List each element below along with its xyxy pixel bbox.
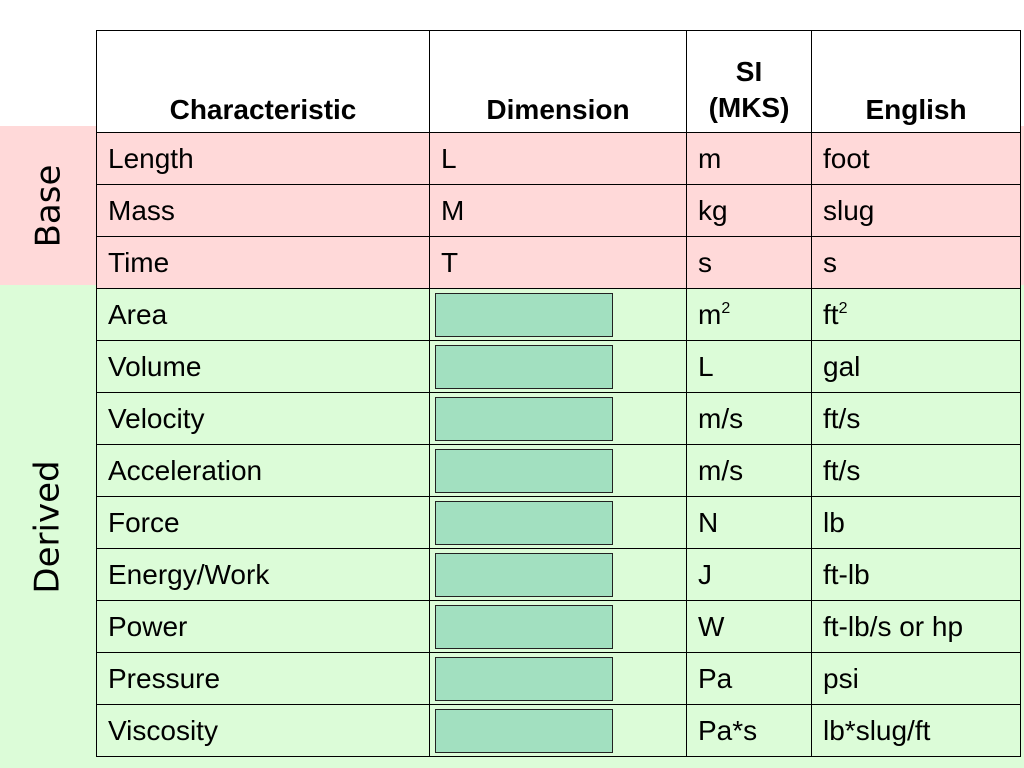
units-table: Characteristic Dimension SI (MKS) Englis… <box>96 30 1021 757</box>
derived-group-label: Derived <box>0 285 96 768</box>
hidden-answer-box[interactable] <box>435 500 613 545</box>
si-unit: m <box>698 298 722 330</box>
cell-dimension <box>429 340 687 393</box>
cell-english: s <box>811 236 1021 289</box>
hidden-answer-box[interactable] <box>435 552 613 597</box>
cell-characteristic: Viscosity <box>96 704 430 757</box>
cell-english: lb*slug/ft <box>811 704 1021 757</box>
english-exponent: 2 <box>838 299 848 317</box>
table-row: Volume L gal <box>96 340 1021 393</box>
cell-dimension <box>429 496 687 549</box>
cell-si: m/s <box>686 444 812 497</box>
header-si: SI (MKS) <box>686 30 812 133</box>
hidden-answer-box[interactable] <box>435 656 613 701</box>
table-row: Pressure Pa psi <box>96 652 1021 705</box>
cell-si: m <box>686 132 812 185</box>
cell-dimension <box>429 704 687 757</box>
table-row: Length L m foot <box>96 132 1021 185</box>
table-row: Mass M kg slug <box>96 184 1021 237</box>
cell-dimension <box>429 548 687 601</box>
hidden-answer-box[interactable] <box>435 604 613 649</box>
cell-si: Pa <box>686 652 812 705</box>
table-row: Power W ft-lb/s or hp <box>96 600 1021 653</box>
cell-si: kg <box>686 184 812 237</box>
derived-group-text: Derived <box>28 459 68 594</box>
base-group-label: Base <box>0 126 96 285</box>
cell-dimension <box>429 288 687 341</box>
header-english: English <box>811 30 1021 133</box>
cell-dimension: T <box>429 236 687 289</box>
cell-english: ft-lb <box>811 548 1021 601</box>
cell-si: m/s <box>686 392 812 445</box>
hidden-answer-box[interactable] <box>435 396 613 441</box>
cell-english: psi <box>811 652 1021 705</box>
cell-english: gal <box>811 340 1021 393</box>
hidden-answer-box[interactable] <box>435 448 613 493</box>
hidden-answer-box[interactable] <box>435 708 613 753</box>
cell-english: ft-lb/s or hp <box>811 600 1021 653</box>
hidden-answer-box[interactable] <box>435 292 613 337</box>
cell-si: W <box>686 600 812 653</box>
si-exponent: 2 <box>721 299 731 317</box>
cell-si: m2 <box>686 288 812 341</box>
cell-si: N <box>686 496 812 549</box>
cell-characteristic: Mass <box>96 184 430 237</box>
table-row: Force N lb <box>96 496 1021 549</box>
cell-english: foot <box>811 132 1021 185</box>
cell-characteristic: Energy/Work <box>96 548 430 601</box>
cell-dimension <box>429 444 687 497</box>
table-row: Velocity m/s ft/s <box>96 392 1021 445</box>
cell-characteristic: Pressure <box>96 652 430 705</box>
table-row: Acceleration m/s ft/s <box>96 444 1021 497</box>
table-row: Area m2 ft2 <box>96 288 1021 341</box>
cell-si: Pa*s <box>686 704 812 757</box>
cell-dimension <box>429 392 687 445</box>
cell-characteristic: Velocity <box>96 392 430 445</box>
cell-characteristic: Time <box>96 236 430 289</box>
english-unit: ft <box>823 298 839 330</box>
header-si-line1: SI <box>735 56 763 87</box>
cell-characteristic: Volume <box>96 340 430 393</box>
table-row: Viscosity Pa*s lb*slug/ft <box>96 704 1021 757</box>
cell-english: ft/s <box>811 444 1021 497</box>
cell-dimension: M <box>429 184 687 237</box>
header-row: Characteristic Dimension SI (MKS) Englis… <box>96 30 1021 133</box>
hidden-answer-box[interactable] <box>435 344 613 389</box>
cell-si: s <box>686 236 812 289</box>
cell-si: L <box>686 340 812 393</box>
cell-characteristic: Acceleration <box>96 444 430 497</box>
cell-si: J <box>686 548 812 601</box>
cell-characteristic: Power <box>96 600 430 653</box>
cell-characteristic: Area <box>96 288 430 341</box>
cell-english: ft/s <box>811 392 1021 445</box>
base-group-text: Base <box>27 164 68 247</box>
table-row: Energy/Work J ft-lb <box>96 548 1021 601</box>
cell-characteristic: Length <box>96 132 430 185</box>
cell-dimension: L <box>429 132 687 185</box>
header-dimension: Dimension <box>429 30 687 133</box>
cell-dimension <box>429 600 687 653</box>
table-row: Time T s s <box>96 236 1021 289</box>
header-characteristic: Characteristic <box>96 30 430 133</box>
cell-english: lb <box>811 496 1021 549</box>
cell-english: slug <box>811 184 1021 237</box>
cell-english: ft2 <box>811 288 1021 341</box>
header-si-line2: (MKS) <box>708 92 790 123</box>
cell-characteristic: Force <box>96 496 430 549</box>
cell-dimension <box>429 652 687 705</box>
